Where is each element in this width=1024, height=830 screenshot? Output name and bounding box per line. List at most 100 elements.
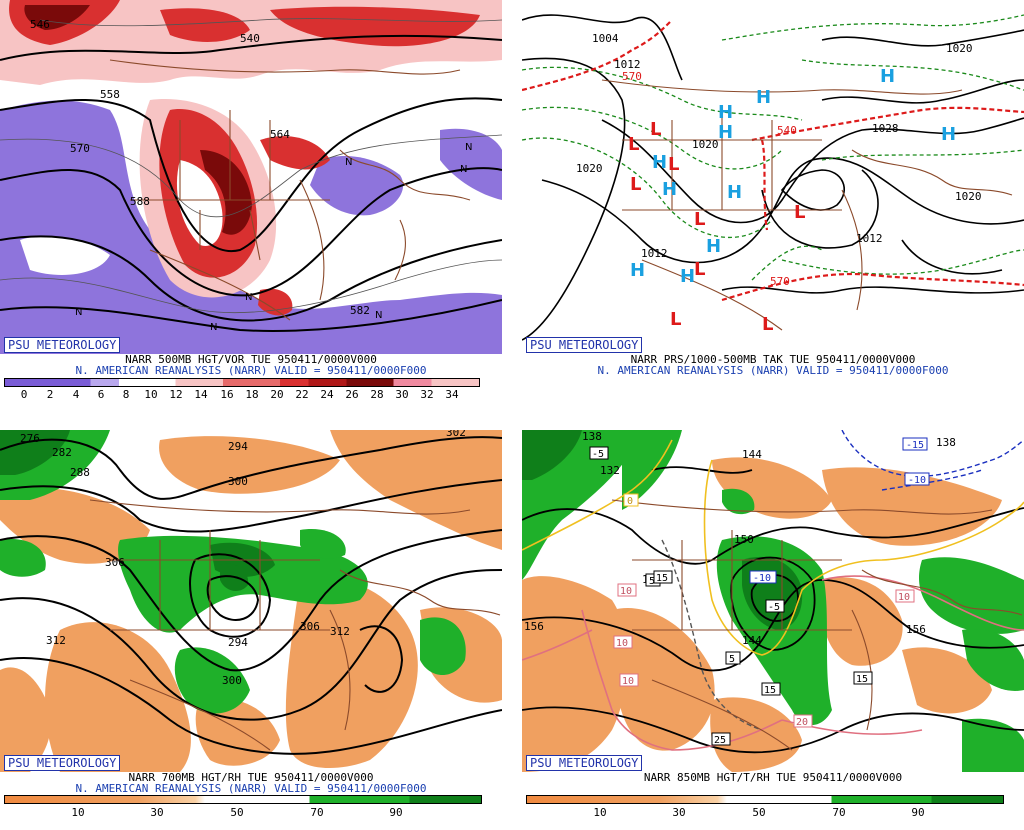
svg-text:15: 15 <box>656 573 668 584</box>
height-contour-label: 312 <box>330 625 350 638</box>
colorbar-tick: 28 <box>370 388 384 401</box>
vort-negative-region <box>0 100 502 354</box>
isobar-label: 1028 <box>872 122 899 135</box>
panel-title: NARR 700MB HGT/RH TUE 950411/0000V000 <box>128 771 374 784</box>
colorbar-tick: 34 <box>445 388 459 401</box>
rh-colorbar-ticks: 10 30 50 70 90 <box>522 806 1024 819</box>
thickness-label: 540 <box>777 124 797 137</box>
colorbar-tick: 30 <box>672 806 686 819</box>
map-700mb: 276 282 288 294 300 302 306 312 294 306 … <box>0 430 502 772</box>
height-contour-label: 312 <box>46 634 66 647</box>
panel-title: NARR PRS/1000-500MB TAK TUE 950411/0000V… <box>630 353 916 366</box>
rh-colorbar <box>4 795 482 804</box>
map-700mb-svg: 276 282 288 294 300 302 306 312 294 306 … <box>0 430 502 772</box>
height-contour-label: 294 <box>228 636 248 649</box>
colorbar-tick: 8 <box>122 388 130 401</box>
isotherm-label: 15 <box>653 570 673 584</box>
isobar-label: 1012 <box>856 232 883 245</box>
map-850mb: 132 138 144 150 156 156 150 138 144 -15 … <box>522 430 1024 772</box>
contour-label: 582 <box>350 304 370 317</box>
height-contour-label: 132 <box>600 464 620 477</box>
colorbar-tick: 18 <box>245 388 259 401</box>
high-pressure-symbol: H <box>727 182 742 203</box>
high-pressure-symbol: H <box>680 266 695 287</box>
high-pressure-symbol: H <box>652 152 667 173</box>
colorbar-tick: 50 <box>230 806 244 819</box>
colorbar-tick: 14 <box>194 388 208 401</box>
isotherm-label: 10 <box>617 583 637 597</box>
psu-meteorology-badge: PSU METEOROLOGY <box>4 755 121 771</box>
height-contour-label: 306 <box>300 620 320 633</box>
high-pressure-symbol: H <box>630 260 645 281</box>
colorbar-tick: 16 <box>220 388 234 401</box>
panel-850mb-temp-rh: 132 138 144 150 156 156 150 138 144 -15 … <box>522 430 1024 830</box>
panel-subtitle: N. AMERICAN REANALYSIS (NARR) VALID = 95… <box>75 364 427 377</box>
map-850mb-svg: 132 138 144 150 156 156 150 138 144 -15 … <box>522 430 1024 772</box>
contour-label: 588 <box>130 195 150 208</box>
extremum-symbol: N <box>210 322 217 333</box>
low-pressure-symbol: L <box>650 119 661 140</box>
isotherm-label: -10 <box>749 570 777 584</box>
low-pressure-symbol: L <box>694 209 705 230</box>
psu-meteorology-badge: PSU METEOROLOGY <box>526 755 643 771</box>
colorbar-tick: 70 <box>832 806 846 819</box>
height-contour-label: 156 <box>906 623 926 636</box>
low-pressure-symbol: L <box>794 202 805 223</box>
isobar-label: 1020 <box>955 190 982 203</box>
height-contour-label: 150 <box>734 533 754 546</box>
height-contour-label: 156 <box>524 620 544 633</box>
height-contour-label: 302 <box>446 430 466 439</box>
low-pressure-symbol: L <box>630 174 641 195</box>
panel-500mb-vorticity: 546 558 570 582 540 588 564 N N N N N N … <box>0 0 502 401</box>
panel-subtitle: N. AMERICAN REANALYSIS (NARR) VALID = 95… <box>597 364 949 377</box>
isotherm-label: 15 <box>853 671 873 685</box>
height-contour-label: 294 <box>228 440 248 453</box>
extremum-symbol: N <box>460 164 467 175</box>
contour-label: 558 <box>100 88 120 101</box>
svg-text:10: 10 <box>616 638 628 649</box>
low-pressure-symbol: L <box>628 134 639 155</box>
svg-text:-10: -10 <box>908 475 926 486</box>
psu-meteorology-badge: PSU METEOROLOGY <box>526 337 643 353</box>
isobar-label: 1012 <box>641 247 668 260</box>
svg-text:20: 20 <box>796 717 808 728</box>
svg-text:0: 0 <box>627 496 633 507</box>
height-contour-label: 300 <box>222 674 242 687</box>
colorbar-tick: 12 <box>169 388 183 401</box>
extremum-symbol: N <box>465 142 472 153</box>
colorbar-tick: 6 <box>97 388 105 401</box>
colorbar-tick: 30 <box>150 806 164 819</box>
svg-text:10: 10 <box>898 592 910 603</box>
colorbar-tick: 30 <box>395 388 409 401</box>
contour-label: 546 <box>30 18 50 31</box>
colorbar-tick: 70 <box>310 806 324 819</box>
thickness-label: 570 <box>622 70 642 83</box>
isotherm-label: 25 <box>711 732 731 746</box>
panel-title: NARR 850MB HGT/T/RH TUE 950411/0000V000 <box>643 771 903 784</box>
colorbar-tick: 32 <box>420 388 434 401</box>
map-500mb: 546 558 570 582 540 588 564 N N N N N N … <box>0 0 502 354</box>
height-contour-label: 300 <box>228 475 248 488</box>
isotherm-label: -5 <box>589 446 609 460</box>
map-500mb-svg: 546 558 570 582 540 588 564 N N N N N N … <box>0 0 502 354</box>
isotherm-label: 5 <box>725 651 741 665</box>
height-contour-label: 276 <box>20 432 40 445</box>
height-contour-label: 138 <box>936 436 956 449</box>
extremum-symbol: N <box>245 292 252 303</box>
svg-text:-5: -5 <box>768 602 780 613</box>
isobar-label: 1020 <box>576 162 603 175</box>
colorbar-tick: 90 <box>911 806 925 819</box>
vorticity-colorbar <box>4 378 480 387</box>
thickness-label: 570 <box>770 275 790 288</box>
extremum-symbol: N <box>75 307 82 318</box>
isotherm-label: 15 <box>761 682 781 696</box>
panel-pressure-thickness: 1004 1012 1020 1020 1020 1012 1012 1028 … <box>522 0 1024 400</box>
panel-title: NARR 500MB HGT/VOR TUE 950411/0000V000 <box>125 353 377 366</box>
isotherm-label: 20 <box>793 714 813 728</box>
rh-colorbar <box>526 795 1004 804</box>
height-contour-label: 144 <box>742 448 762 461</box>
high-pressure-symbol: H <box>756 87 771 108</box>
svg-text:25: 25 <box>714 735 726 746</box>
isotherm-labels: -15 -10 -10 -5 -5 0 5 5 10 10 10 10 15 1… <box>589 437 930 746</box>
svg-text:15: 15 <box>764 685 776 696</box>
